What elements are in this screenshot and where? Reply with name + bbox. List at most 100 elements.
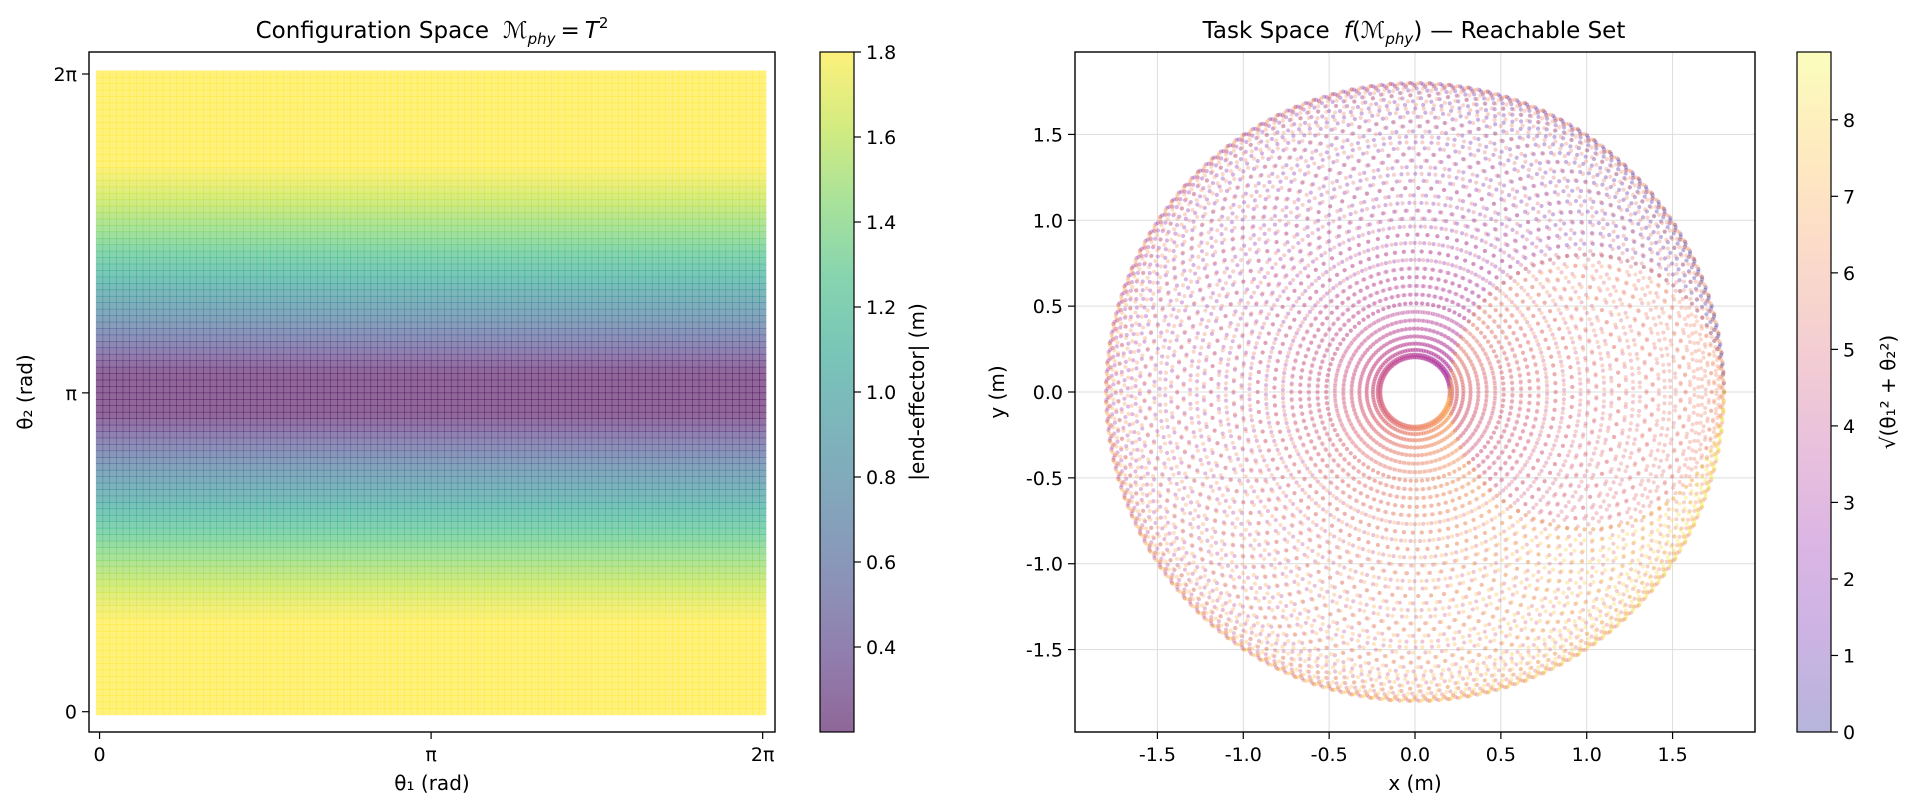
config-point: [209, 411, 218, 419]
config-point: [263, 669, 271, 677]
config-point: [424, 514, 432, 522]
config-point: [484, 605, 492, 613]
config-point: [323, 476, 331, 484]
config-point: [625, 502, 633, 510]
config-point: [477, 592, 485, 600]
config-point: [671, 708, 680, 716]
config-point: [698, 643, 707, 651]
config-point: [243, 579, 251, 587]
config-point: [337, 398, 345, 407]
config-point: [685, 675, 693, 684]
config-point: [404, 431, 412, 439]
config-point: [189, 585, 197, 593]
config-point: [182, 514, 191, 522]
config-point: [625, 624, 633, 632]
config-point: [598, 669, 606, 677]
config-point: [638, 566, 646, 574]
config-point: [491, 437, 499, 445]
config-point: [558, 669, 566, 677]
config-point: [243, 431, 251, 439]
config-point: [430, 663, 439, 671]
config-point: [256, 701, 264, 709]
config-point: [511, 663, 519, 671]
config-point: [316, 398, 325, 407]
config-point: [223, 540, 231, 548]
config-point: [149, 592, 157, 600]
config-point: [169, 605, 177, 613]
config-point: [511, 675, 519, 684]
config-point: [584, 669, 593, 677]
config-point: [698, 547, 707, 555]
config-point: [625, 476, 633, 484]
config-point: [156, 398, 164, 407]
config-point: [176, 437, 184, 445]
config-point: [122, 456, 130, 465]
config-point: [631, 618, 640, 626]
config-point: [618, 444, 626, 452]
config-point: [149, 624, 157, 632]
config-point: [558, 695, 566, 703]
config-point: [350, 579, 358, 587]
config-point: [752, 618, 760, 626]
config-point: [176, 495, 184, 503]
config-point: [176, 411, 184, 419]
config-point: [337, 708, 345, 716]
config-point: [725, 482, 733, 490]
config-point: [544, 585, 552, 593]
config-point: [283, 489, 291, 497]
config-point: [343, 669, 352, 677]
config-point: [417, 392, 425, 400]
config-point: [437, 643, 445, 651]
config-point: [430, 585, 439, 593]
config-point: [196, 450, 204, 458]
config-point: [363, 669, 372, 677]
config-point: [591, 553, 599, 561]
config-point: [658, 437, 666, 445]
config-point: [511, 618, 519, 626]
config-point: [504, 675, 512, 684]
config-point: [638, 482, 646, 490]
config-point: [397, 456, 405, 465]
config-point: [343, 663, 352, 671]
config-point: [102, 534, 110, 542]
config-point: [216, 611, 224, 619]
config-point: [129, 540, 137, 548]
config-point: [236, 495, 244, 503]
config-point: [256, 560, 264, 568]
config-point: [752, 650, 760, 658]
config-point: [685, 592, 693, 600]
config-point: [370, 418, 378, 426]
config-point: [424, 392, 432, 400]
config-point: [551, 508, 559, 516]
config-point: [745, 418, 753, 426]
config-point: [604, 637, 613, 645]
config-point: [551, 547, 559, 555]
config-point: [464, 656, 472, 664]
config-point: [564, 514, 573, 522]
config-point: [671, 456, 680, 465]
config-point: [430, 431, 439, 439]
config-point: [209, 605, 218, 613]
config-point: [524, 489, 532, 497]
config-point: [350, 553, 358, 561]
config-point: [330, 553, 338, 561]
config-point: [665, 502, 673, 510]
config-point: [263, 624, 271, 632]
config-point: [665, 508, 673, 516]
config-point: [203, 398, 211, 407]
config-point: [631, 502, 640, 510]
config-point: [189, 618, 197, 626]
config-point: [243, 630, 251, 638]
config-point: [223, 431, 231, 439]
config-point: [343, 521, 352, 529]
config-point: [578, 508, 586, 516]
config-point: [363, 444, 372, 452]
config-point: [310, 624, 318, 632]
config-point: [604, 540, 613, 548]
config-point: [437, 669, 445, 677]
config-point: [651, 598, 660, 606]
config-point: [685, 489, 693, 497]
config-point: [122, 495, 130, 503]
config-point: [497, 424, 506, 432]
config-point: [745, 560, 753, 568]
